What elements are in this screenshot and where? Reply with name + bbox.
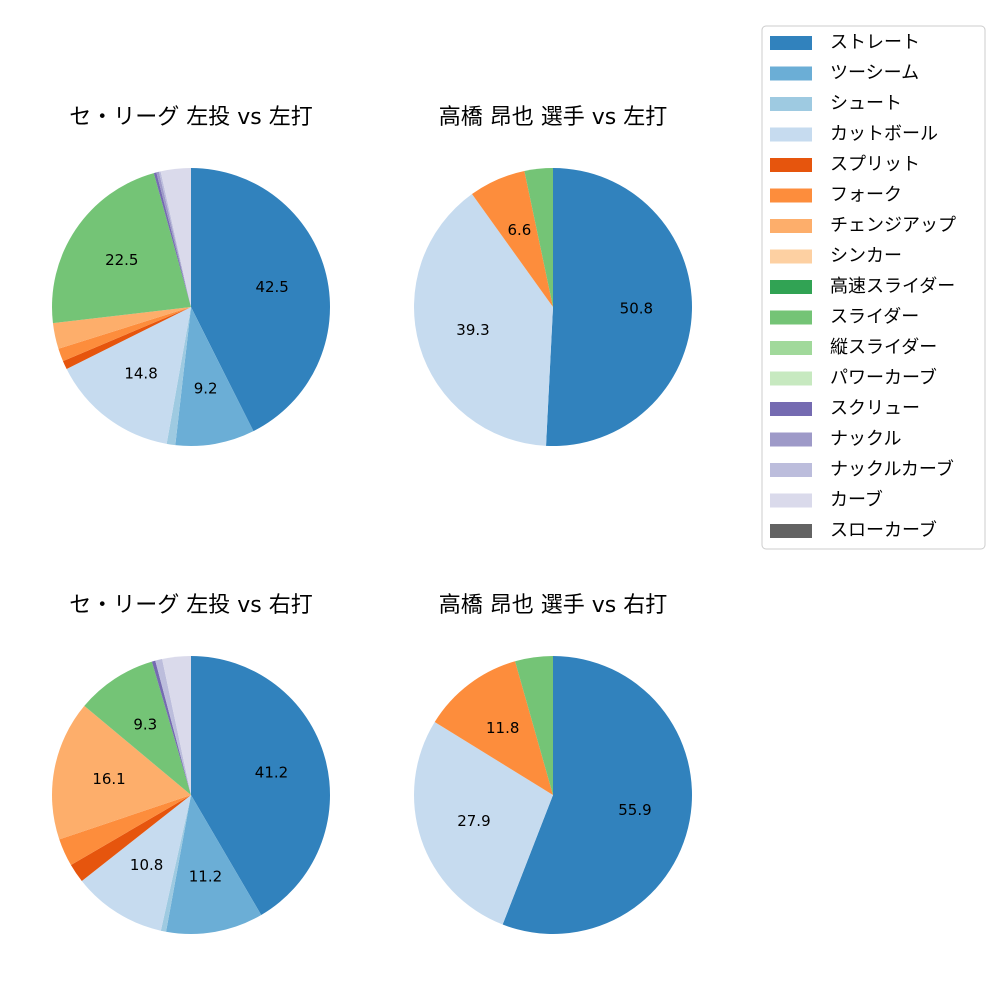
pie-slice [434, 661, 553, 795]
legend-swatch [770, 127, 812, 142]
legend-swatch [770, 158, 812, 172]
legend-label: パワーカーブ [830, 367, 937, 389]
data-label: 55.9 [618, 801, 651, 819]
chart-title: セ・リーグ 左投 vs 左打 [69, 105, 312, 130]
legend-swatch [770, 402, 812, 416]
pie-slice [51, 705, 191, 840]
legend-swatch [770, 432, 812, 447]
data-label: 50.8 [620, 300, 653, 318]
pie-slice [524, 168, 553, 307]
legend-box [761, 25, 986, 550]
legend-swatch [770, 66, 812, 81]
legend-swatch [770, 493, 812, 508]
pie-slice [66, 307, 191, 444]
legend-label: スライダー [830, 307, 919, 328]
pie-slice [515, 656, 553, 795]
legend-swatch [770, 219, 812, 233]
data-label: 11.8 [486, 719, 519, 737]
pie-slice [472, 170, 553, 307]
legend-swatch [770, 36, 812, 50]
data-label: 10.8 [130, 856, 163, 874]
legend-swatch [770, 371, 812, 386]
pie-slice [414, 722, 553, 925]
legend-label: 高速スライダー [830, 276, 955, 297]
pie-slice [175, 307, 254, 446]
pie-slice [191, 656, 330, 915]
legend-swatch [770, 97, 812, 111]
pie-slice [58, 307, 192, 362]
pie-slice [546, 168, 692, 446]
pie-slice [151, 660, 191, 795]
legend-swatch [770, 524, 812, 538]
pie-slice [70, 795, 191, 882]
data-label: 6.6 [507, 221, 531, 239]
pie-slice [502, 656, 693, 935]
pie-slice [160, 168, 191, 307]
legend-swatch [770, 463, 812, 477]
pie-slice [156, 171, 191, 307]
pie-slice [191, 168, 330, 432]
legend-swatch [770, 310, 812, 325]
legend-label: シンカー [830, 246, 902, 267]
pie-slice [155, 659, 191, 795]
pie-slice [166, 307, 191, 446]
pie-slice [162, 656, 191, 795]
legend-label: フォーク [830, 185, 902, 206]
data-label: 14.8 [124, 364, 157, 382]
pie-slice [84, 661, 191, 795]
pie-slice [59, 795, 191, 866]
pie-slice [62, 307, 191, 370]
pie-slice [158, 171, 191, 307]
pie-slice [51, 173, 191, 324]
data-label: 9.3 [133, 716, 157, 734]
data-label: 39.3 [456, 321, 489, 339]
chart-title: 高橋 昂也 選手 vs 左打 [439, 105, 667, 130]
legend-swatch [770, 249, 812, 264]
chart-title: 高橋 昂也 選手 vs 右打 [439, 593, 667, 618]
data-label: 42.5 [255, 278, 288, 296]
legend-label: カットボール [830, 124, 938, 145]
data-label: 9.2 [194, 380, 218, 398]
data-label: 11.2 [189, 868, 222, 886]
legend-label: ナックル [830, 429, 901, 450]
pie-slice [153, 172, 191, 307]
data-label: 41.2 [255, 764, 288, 782]
pie-slice [166, 795, 262, 934]
legend-label: シュート [830, 93, 902, 114]
pie-slice [52, 307, 192, 349]
data-label: 27.9 [457, 812, 490, 830]
legend-label: スクリュー [830, 398, 920, 419]
data-label: 16.1 [92, 770, 125, 788]
legend-label: ナックルカーブ [830, 458, 954, 480]
legend-label: ストレート [830, 32, 920, 53]
legend-label: スプリット [830, 154, 920, 175]
legend-label: チェンジアップ [830, 215, 956, 236]
pie-slice [160, 795, 191, 932]
legend-label: カーブ [830, 489, 883, 511]
legend-label: ツーシーム [830, 63, 919, 84]
pie-slice [413, 194, 553, 446]
data-label: 22.5 [105, 251, 138, 269]
pie-slice [81, 795, 191, 931]
legend-swatch [770, 341, 812, 355]
legend-swatch [770, 280, 812, 294]
legend-label: スローカーブ [830, 519, 937, 541]
legend-swatch [770, 188, 812, 203]
chart-title: セ・リーグ 左投 vs 右打 [69, 593, 312, 618]
legend-label: 縦スライダー [830, 337, 937, 358]
